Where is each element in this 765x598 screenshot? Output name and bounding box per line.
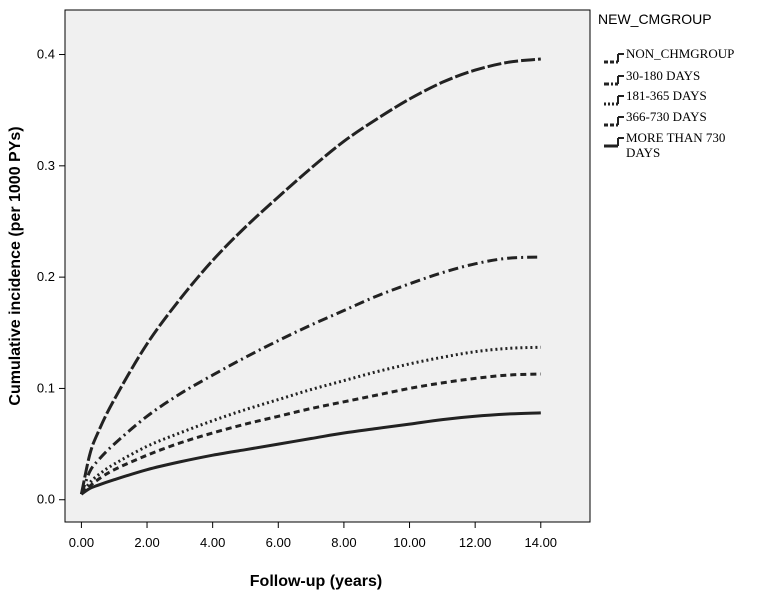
- y-tick-label: 0.4: [37, 47, 55, 62]
- y-axis: 0.0 0.1 0.2 0.3 0.4: [37, 10, 66, 522]
- series-line-2: [79, 255, 541, 495]
- legend-label: MORE THAN 730: [626, 130, 725, 145]
- x-tick-label: 10.00: [393, 535, 426, 550]
- series-lines: [79, 57, 541, 496]
- legend-title: NEW_CMGROUP: [598, 11, 712, 27]
- x-tick-label: 8.00: [331, 535, 356, 550]
- series-line-1: [79, 57, 541, 495]
- legend-label: 366-730 DAYS: [626, 109, 707, 124]
- series-line-5: [80, 411, 541, 496]
- y-tick-label: 0.1: [37, 380, 55, 395]
- x-tick-label: 14.00: [525, 535, 558, 550]
- legend-label: 30-180 DAYS: [626, 68, 700, 83]
- y-tick-label: 0.3: [37, 158, 55, 173]
- x-axis-title: Follow-up (years): [250, 573, 382, 590]
- x-axis: 0.00 2.00 4.00 6.00 8.00 10.00 12.00 14.00: [65, 521, 590, 550]
- y-tick-label: 0.2: [37, 269, 55, 284]
- legend-label: 181-365 DAYS: [626, 88, 707, 103]
- x-tick-label: 0.00: [69, 535, 94, 550]
- series-line-4: [80, 372, 541, 496]
- y-tick-label: 0.0: [37, 492, 55, 507]
- x-tick-label: 4.00: [200, 535, 225, 550]
- legend: NON_CHMGROUP 30-180 DAYS 181-365 DAYS 366-7…: [604, 46, 734, 160]
- series-line-3: [80, 345, 541, 496]
- plot-area: [64, 9, 591, 523]
- x-tick-label: 2.00: [134, 535, 159, 550]
- x-tick-label: 6.00: [266, 535, 291, 550]
- legend-label: DAYS: [626, 145, 660, 160]
- x-tick-label: 12.00: [459, 535, 492, 550]
- y-axis-title: Cumulative incidence (per 1000 PYs): [7, 126, 24, 405]
- legend-label: NON_CHMGROUP: [626, 46, 734, 61]
